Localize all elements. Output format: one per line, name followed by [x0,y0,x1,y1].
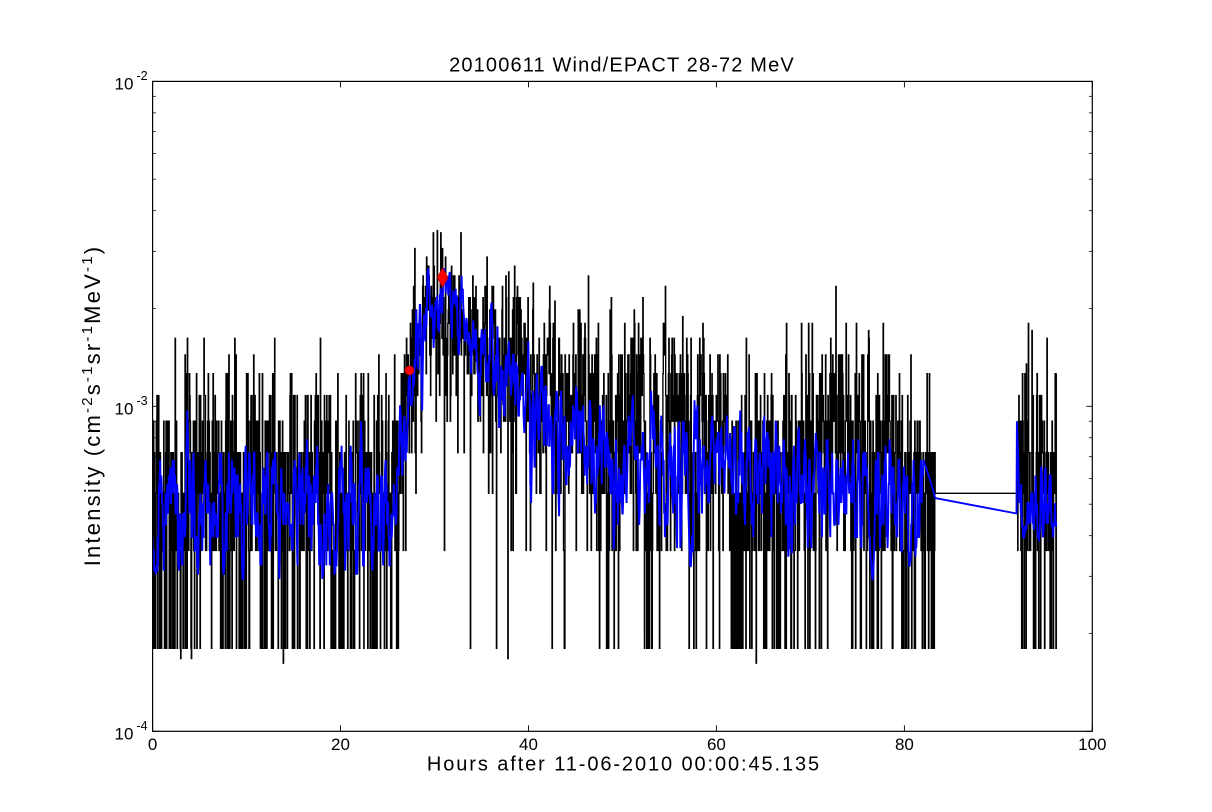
svg-text:60: 60 [707,735,726,754]
svg-text:0: 0 [148,735,157,754]
svg-text:Hours after 11-06-2010 00:00:4: Hours after 11-06-2010 00:00:45.135 [427,754,821,776]
svg-text:100: 100 [1078,735,1106,754]
svg-text:10: 10 [115,399,134,418]
svg-text:80: 80 [895,735,914,754]
svg-text:10: 10 [115,75,134,94]
svg-text:-4: -4 [137,719,148,733]
svg-text:40: 40 [519,735,538,754]
svg-text:10: 10 [115,724,134,743]
svg-text:-2: -2 [137,69,148,83]
svg-text:20100611 Wind/EPACT 28-72 MeV: 20100611 Wind/EPACT 28-72 MeV [449,55,795,77]
svg-text:-3: -3 [137,394,148,408]
svg-text:20: 20 [331,735,350,754]
